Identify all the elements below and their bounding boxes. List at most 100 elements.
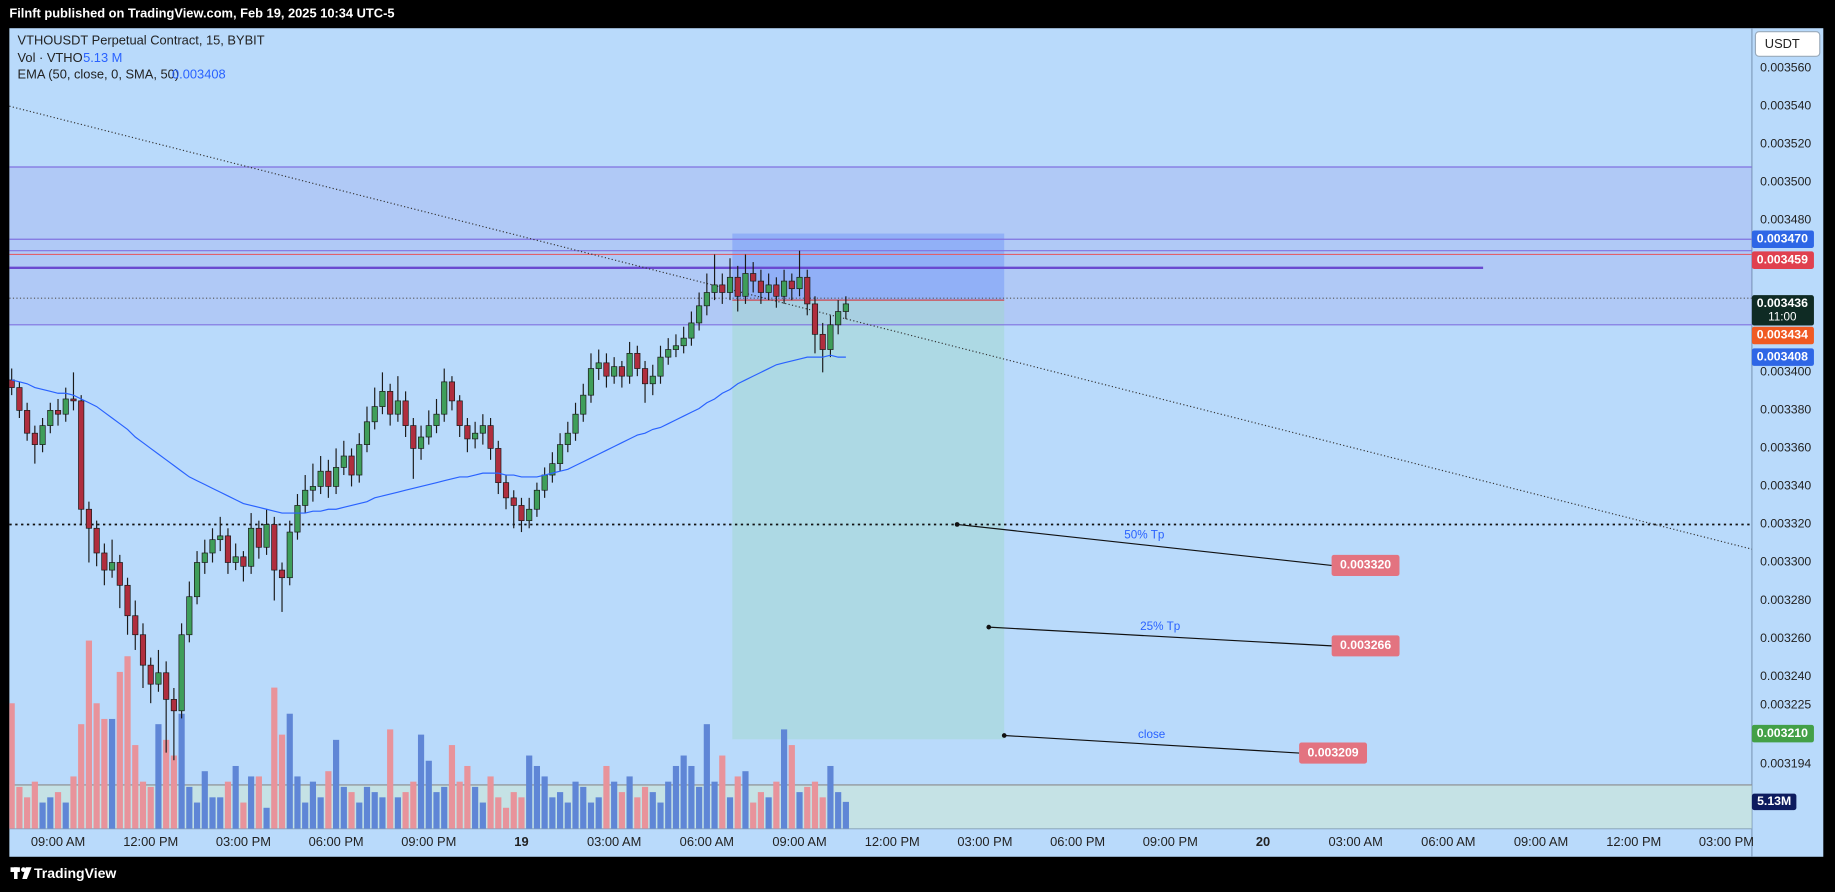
price-label: 0.003459 [1757, 252, 1808, 266]
volume-bar [39, 802, 46, 829]
candle-body [263, 524, 270, 548]
annotation-text: close [1138, 728, 1165, 741]
volume-bar [634, 797, 641, 829]
volume-bar [618, 792, 625, 829]
candle-body [93, 527, 100, 554]
candle-body [719, 284, 726, 293]
y-tick-label: 0.003300 [1760, 555, 1811, 569]
volume-bar [680, 755, 687, 829]
volume-bar [209, 797, 216, 829]
annotation-text: 25% Tp [1140, 620, 1181, 633]
annotation-label: 0.003266 [1340, 638, 1391, 652]
footer-brand: TradingView [34, 865, 116, 881]
volume-bar [178, 713, 185, 829]
annotation-point [954, 522, 960, 527]
volume-bar [240, 802, 247, 829]
x-tick-label: 09:00 PM [401, 834, 456, 849]
candle-body [541, 474, 548, 491]
candle-body [302, 489, 309, 506]
volume-bar [773, 781, 780, 829]
candle-body [240, 556, 247, 567]
y-tick-label: 0.003320 [1760, 517, 1811, 531]
candle-body [124, 584, 131, 617]
annotation-label: 0.003209 [1307, 745, 1358, 759]
volume-bar [9, 703, 15, 829]
candle-body [348, 455, 355, 476]
chart-panel [9, 28, 1824, 857]
candle-body [750, 273, 757, 282]
volume-bar [394, 797, 401, 829]
volume-bar [487, 776, 494, 829]
candle-body [835, 311, 842, 326]
y-tick-label: 0.003380 [1760, 403, 1811, 417]
volume-bar [603, 765, 610, 829]
y-tick-label: 0.003240 [1760, 669, 1811, 683]
annotation-line [988, 626, 1332, 647]
annotation-box [1331, 554, 1400, 576]
candle-body [811, 303, 819, 335]
volume-bar [132, 745, 139, 829]
candle-body [549, 463, 556, 476]
volume-bar [750, 802, 757, 829]
candle-body [340, 455, 347, 468]
candle-body [147, 664, 154, 685]
candle-body [518, 505, 525, 522]
x-tick-label: 12:00 PM [865, 834, 920, 849]
volume-bar [765, 797, 772, 829]
volume-bar [611, 781, 618, 829]
candle-body [402, 400, 409, 426]
candle-body [665, 349, 672, 358]
countdown: 11:00 [1768, 310, 1797, 323]
annotation-text: 50% Tp [1124, 529, 1165, 542]
candle-body [580, 394, 587, 415]
volume-bar [340, 786, 347, 829]
x-tick-label: 06:00 PM [1050, 834, 1105, 849]
candle-body [356, 444, 363, 476]
volume-bar [47, 797, 54, 829]
position-reward [732, 300, 1005, 740]
volume-bar [541, 776, 548, 829]
volume-label: 5.13M [1757, 794, 1791, 808]
volume-bar [456, 781, 463, 829]
volume-bar [278, 734, 286, 829]
volume-bar [371, 792, 378, 829]
volume-bar [302, 802, 309, 829]
volume-bar [116, 671, 123, 829]
price-label-box [1751, 230, 1814, 249]
volume-bar [641, 786, 649, 829]
zone [9, 784, 1752, 829]
y-tick-label: 0.003400 [1760, 365, 1811, 379]
candle-body [456, 400, 463, 426]
x-tick-label: 12:00 PM [123, 834, 178, 849]
volume-bar [495, 797, 502, 829]
volume-bar [433, 792, 440, 829]
volume-bar [16, 786, 23, 829]
volume-bar [595, 797, 602, 829]
annotation-point [986, 624, 992, 630]
candle-body [278, 569, 286, 579]
price-label: 0.003434 [1757, 328, 1808, 342]
footer-logo [10, 867, 32, 880]
volume-bar [510, 792, 517, 829]
volume-bar [572, 781, 579, 829]
volume-bar [217, 797, 224, 829]
candle-body [641, 368, 649, 385]
volume-bar [811, 781, 819, 829]
candle-body [410, 425, 417, 449]
candle-body [688, 322, 695, 339]
candle-body [703, 292, 710, 307]
candle-body [286, 531, 293, 579]
candle-body [394, 400, 401, 415]
volume-bar [263, 807, 270, 829]
candle-body [85, 508, 92, 529]
candle-body [587, 368, 595, 396]
volume-bar [62, 802, 69, 829]
currency-box[interactable] [1754, 31, 1821, 57]
x-tick-label: 03:00 AM [1328, 834, 1382, 849]
candle-body [418, 436, 425, 449]
candle-body [371, 406, 378, 423]
currency[interactable]: USDT [1765, 36, 1800, 51]
volume-bar [309, 781, 317, 829]
volume-bar [804, 786, 811, 829]
candle-body [526, 508, 533, 522]
